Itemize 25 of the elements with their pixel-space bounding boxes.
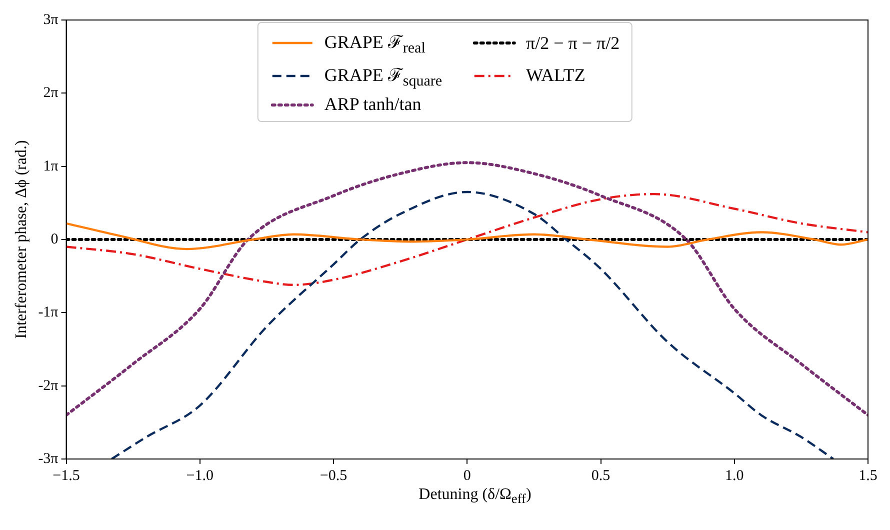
y-tick-label: 1π — [43, 158, 59, 174]
x-tick-label: −1.0 — [186, 468, 214, 484]
y-tick-label: -3π — [38, 450, 59, 467]
legend-label: ARP tanh/tan — [324, 94, 422, 116]
line-series — [110, 190, 834, 459]
y-tick-label: -2π — [38, 378, 59, 394]
line-series — [66, 222, 868, 250]
x-axis-title: Detuning (δ/Ω$_{eff}$) — [418, 486, 532, 508]
y-axis-title: Interferometer phase, Δϕ (rad.) — [12, 140, 30, 339]
y-tick-label: 3π — [43, 12, 59, 28]
legend-label: GRAPE ℱ$_{square}$ — [324, 64, 442, 90]
x-tick-label: −1.5 — [52, 468, 80, 484]
x-tick-label: −0.5 — [320, 468, 348, 484]
y-tick-label: 0 — [50, 231, 58, 248]
x-tick-label: 1.0 — [725, 468, 744, 484]
y-tick-label: 2π — [43, 85, 59, 102]
x-tick-label: 0 — [463, 468, 471, 484]
y-tick-label: -1π — [38, 304, 59, 321]
x-tick-label: 0.5 — [591, 468, 610, 484]
line-series — [66, 192, 868, 286]
legend-label: GRAPE ℱ$_{real}$ — [324, 31, 426, 58]
legend-label: π/2 − π − π/2 — [526, 32, 620, 54]
legend-label: WALTZ — [526, 65, 586, 86]
x-tick-label: 1.5 — [858, 468, 878, 484]
line-series — [66, 161, 868, 417]
